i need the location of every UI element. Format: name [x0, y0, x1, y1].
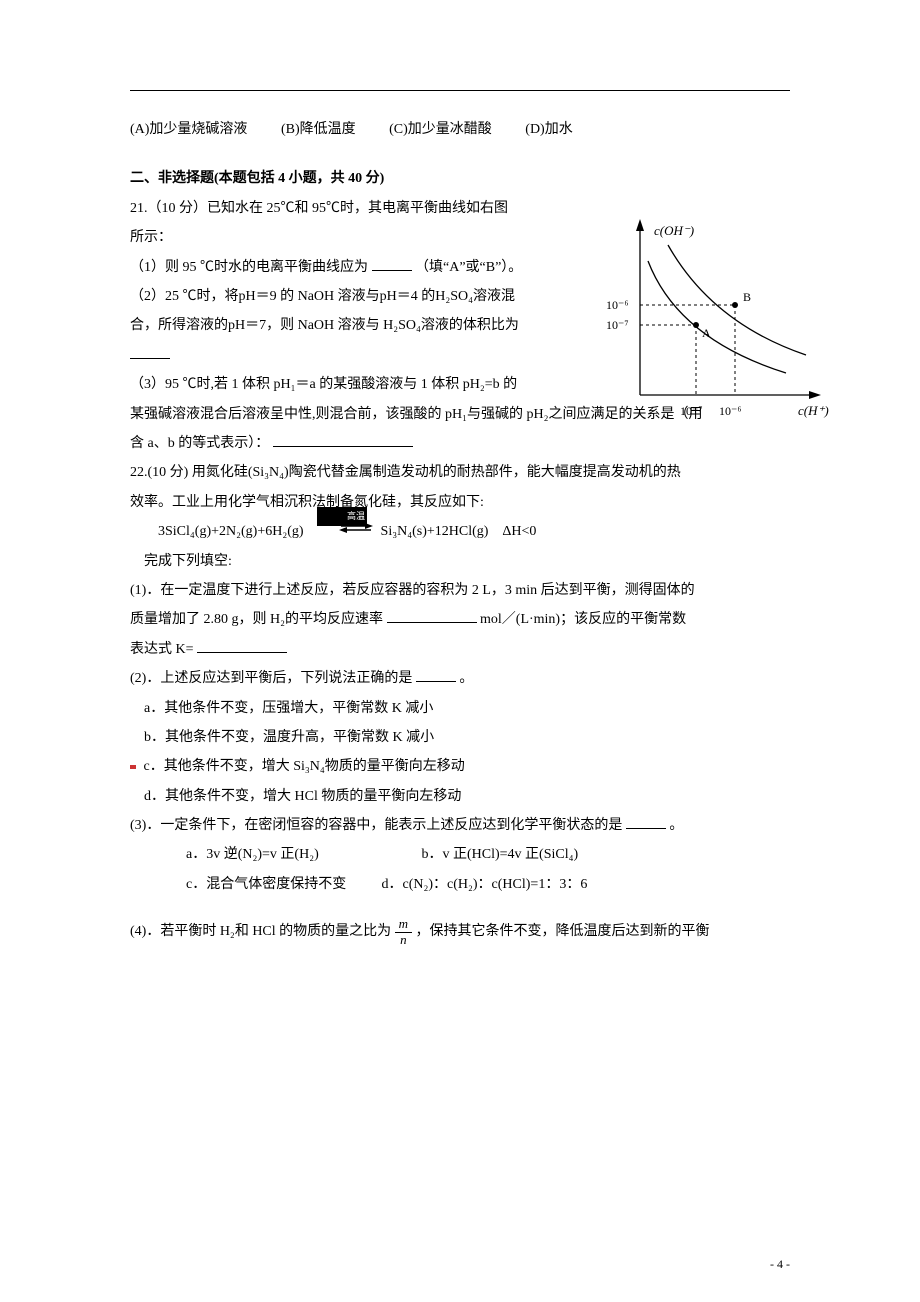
- arrow-condition: 高温: [317, 507, 367, 526]
- q22-p2d: d．其他条件不变，增大 HCl 物质的量平衡向左移动: [130, 782, 790, 811]
- q22-p2c: c．其他条件不变，增大 Si₃N₄物质的量平衡向左移动: [144, 759, 465, 774]
- chart-x-label: c(H⁺): [798, 403, 829, 418]
- chart-point-b-label: B: [743, 290, 751, 304]
- q22-p3-head-row: (3)．一定条件下，在密闭恒容的容器中，能表示上述反应达到化学平衡状态的是 。: [130, 811, 790, 840]
- q20-opt-b: (B)降低温度: [281, 122, 356, 137]
- frac-num: m: [395, 917, 412, 932]
- fraction-mn: m n: [395, 917, 412, 947]
- q20-opt-a: (A)加少量烧碱溶液: [130, 122, 247, 137]
- q22-p3d: d．c(N₂)：c(H₂)：c(HCl)=1：3：6: [382, 877, 588, 892]
- chart-ytick2: 10⁻⁷: [606, 318, 629, 332]
- q22-p2-head: (2)．上述反应达到平衡后，下列说法正确的是: [130, 671, 412, 686]
- q22-p3-row1: a．3v 逆(N₂)=v 正(H₂) b．v 正(HCl)=4v 正(SiCl₄…: [130, 840, 790, 869]
- q22-p1a: (1)．在一定温度下进行上述反应，若反应容器的容积为 2 L，3 min 后达到…: [130, 576, 790, 605]
- q22-p2c-row: c．其他条件不变，增大 Si₃N₄物质的量平衡向左移动: [130, 752, 790, 781]
- equilibrium-arrow-icon: 高温: [311, 517, 373, 546]
- q22-head2: 效率。工业上用化学气相沉积法制备氮化硅，其反应如下:: [130, 488, 790, 517]
- eq-right: Si₃N₄(s)+12HCl(g) ΔH<0: [381, 524, 537, 539]
- q22-p1c-row: 表达式 K=: [130, 635, 790, 664]
- chart-point-a-label: A: [702, 326, 711, 340]
- blank-field: [387, 608, 477, 623]
- q20-opt-c: (C)加少量冰醋酸: [389, 122, 492, 137]
- q20-opt-d: (D)加水: [525, 122, 572, 137]
- eq-left: 3SiCl₄(g)+2N₂(g)+6H₂(g): [158, 524, 304, 539]
- q20-options: (A)加少量烧碱溶液 (B)降低温度 (C)加少量冰醋酸 (D)加水: [130, 115, 790, 144]
- q22-p3-head-b: 。: [669, 818, 683, 833]
- q22-p2-tail: 。: [459, 671, 473, 686]
- q22-fill-label: 完成下列填空:: [130, 547, 790, 576]
- q22-p3-head-a: (3)．一定条件下，在密闭恒容的容器中，能表示上述反应达到化学平衡状态的是: [130, 818, 622, 833]
- q22-p2-head-row: (2)．上述反应达到平衡后，下列说法正确的是 。: [130, 664, 790, 693]
- blank-field: [626, 814, 666, 829]
- chart-xtick1: 10⁻⁷: [680, 404, 703, 418]
- q22-p3-row2: c．混合气体密度保持不变 d．c(N₂)：c(H₂)：c(HCl)=1：3：6: [130, 870, 790, 899]
- q22-equation: 3SiCl₄(g)+2N₂(g)+6H₂(g) 高温 Si₃N₄(s)+12HC…: [130, 517, 790, 546]
- section2-heading: 二、非选择题(本题包括 4 小题，共 40 分): [130, 164, 790, 193]
- ionization-curve-chart: c(OH⁻) c(H⁺) 10⁻⁶ 10⁻⁷ 10⁻⁷ 10⁻⁶ A B: [600, 205, 830, 435]
- q22-p1b-a: 质量增加了 2.80 g，则 H₂的平均反应速率: [130, 612, 383, 627]
- page-number: - 4 -: [770, 1257, 790, 1272]
- blank-field: [416, 667, 456, 682]
- top-rule: [130, 90, 790, 91]
- q21-p3c: 含 a、b 的等式表示）：: [130, 436, 269, 451]
- blank-field: [130, 343, 170, 358]
- q21-p1b: （填“A”或“B”）。: [415, 260, 522, 275]
- chart-xtick2: 10⁻⁶: [719, 404, 742, 418]
- q22-p4b: ，保持其它条件不变，降低温度后达到新的平衡: [416, 924, 710, 939]
- q21-p1a: （1）则 95 ℃时水的电离平衡曲线应为: [130, 260, 368, 275]
- chart-svg: c(OH⁻) c(H⁺) 10⁻⁶ 10⁻⁷ 10⁻⁷ 10⁻⁶ A B: [600, 205, 830, 435]
- q22-p2a: a．其他条件不变，压强增大，平衡常数 K 减小: [130, 694, 790, 723]
- q21-head: 21.（10 分）已知水在 25℃和 95℃时，其电离平衡曲线如右图: [130, 194, 560, 223]
- q22-p2b: b．其他条件不变，温度升高，平衡常数 K 减小: [130, 723, 790, 752]
- q21-p2-blank: [130, 341, 560, 370]
- q22-p3c: c．混合气体密度保持不变: [158, 870, 378, 899]
- red-marker-icon: [130, 765, 136, 769]
- blank-field: [273, 432, 413, 447]
- chart-ytick1: 10⁻⁶: [606, 298, 629, 312]
- q22-p4a: (4)．若平衡时 H₂和 HCl 的物质的量之比为: [130, 924, 391, 939]
- q21-p1: （1）则 95 ℃时水的电离平衡曲线应为 （填“A”或“B”）。: [130, 253, 560, 282]
- q21-p2b: 合，所得溶液的pH＝7，则 NaOH 溶液与 H₂SO₄溶液的体积比为: [130, 311, 560, 340]
- q22-p3a: a．3v 逆(N₂)=v 正(H₂): [158, 840, 418, 869]
- q22-p1b-b: mol／(L·min)；该反应的平衡常数: [480, 612, 686, 627]
- q21-head2: 所示：: [130, 223, 560, 252]
- frac-den: n: [395, 933, 412, 947]
- q21-p3a: （3）95 ℃时,若 1 体积 pH₁＝a 的某强酸溶液与 1 体积 pH₂=b…: [130, 370, 560, 399]
- q22-p4-row: (4)．若平衡时 H₂和 HCl 的物质的量之比为 m n ，保持其它条件不变，…: [130, 917, 790, 947]
- q22-p1c: 表达式 K=: [130, 642, 194, 657]
- chart-y-label: c(OH⁻): [654, 223, 694, 238]
- q21-p2: （2）25 ℃时，将pH＝9 的 NaOH 溶液与pH＝4 的H₂SO₄溶液混: [130, 282, 560, 311]
- q22-p1b-row: 质量增加了 2.80 g，则 H₂的平均反应速率 mol／(L·min)；该反应…: [130, 605, 790, 634]
- blank-field: [197, 637, 287, 652]
- q22-head: 22.(10 分) 用氮化硅(Si₃N₄)陶瓷代替金属制造发动机的耐热部件，能大…: [130, 458, 790, 487]
- q22-p3b: b．v 正(HCl)=4v 正(SiCl₄): [422, 847, 579, 862]
- blank-field: [372, 255, 412, 270]
